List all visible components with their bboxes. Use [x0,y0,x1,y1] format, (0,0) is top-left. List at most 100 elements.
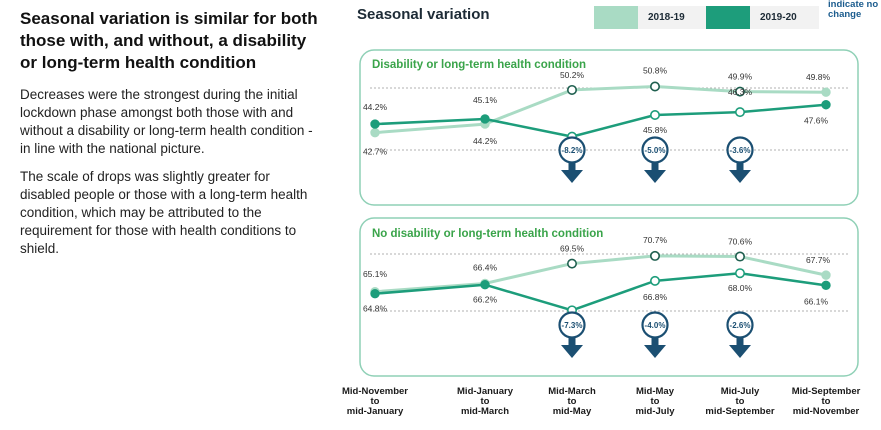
legend-2019-20: 2019-20 [706,6,819,29]
corner-note: indicate no change [828,0,879,20]
legend-label-2018-19: 2018-19 [648,12,685,23]
x-label-4-line-0: Mid-July [721,386,760,397]
no-disability-point-2018-19-5 [821,270,831,280]
disability-badge-value-2: -8.2% [562,146,583,155]
no-disability-label-2018-19-4: 70.6% [728,237,753,247]
disability-line-2018-19 [374,85,827,135]
disability-panel-frame [359,49,859,206]
no-disability-line-2018-19 [374,254,827,294]
disability-label-2019-20-0: 44.2% [363,102,388,112]
disability-point-2018-19-5 [821,87,831,97]
no-disability-label-2018-19-3: 70.7% [643,235,668,245]
disability-label-2018-19-4: 49.9% [728,72,753,82]
disability-point-2019-20-0 [370,119,380,129]
x-label-2-line-1: to [568,396,577,407]
no-disability-label-2018-19-1: 66.4% [473,262,498,272]
disability-point-2019-20-1 [480,114,490,124]
paragraph-2: The scale of drops was slightly greater … [20,169,308,256]
no-disability-badge-arrow-3 [644,345,666,358]
disability-point-2019-20-3 [649,109,660,120]
disability-badge-arrow-4 [729,170,751,183]
no-disability-panel-frame [359,217,859,377]
disability-label-2019-20-3: 45.8% [643,125,668,135]
disability-title-bg [366,57,602,72]
x-label-3-line-2: mid-July [635,406,675,417]
x-label-1-line-0: Mid-January [457,386,514,397]
no-disability-badge-circle-3 [641,311,669,339]
disability-badge-arrow-3 [644,170,666,183]
disability-badge-value-4: -3.6% [730,146,751,155]
disability-label-2019-20-4: 46.3% [728,87,753,97]
no-disability-badge-value-2: -7.3% [562,321,583,330]
paragraph-1: Decreases were the strongest during the … [20,87,313,156]
disability-line-2019-20 [374,103,827,138]
no-disability-title-bg [366,226,619,241]
disability-badge-circle-3 [641,136,669,164]
no-disability-badge-value-4: -2.6% [730,321,751,330]
disability-badge-circle-2 [558,136,586,164]
disability-point-2019-20-5 [821,100,831,110]
disability-panel-title: Disability or long-term health condition [372,59,586,71]
disability-point-2018-19-2 [566,84,577,95]
disability-label-2019-20-5: 47.6% [804,116,829,126]
no-disability-point-2019-20-3 [649,275,660,286]
disability-point-2018-19-4 [734,86,745,97]
no-disability-point-2019-20-4 [734,268,745,279]
disability-point-2018-19-3 [649,81,660,92]
no-disability-badge-circle-2 [558,311,586,339]
disability-badge-arrow-2 [561,170,583,183]
legend-swatch-2018-19 [594,6,638,29]
x-label-2-line-2: mid-May [553,406,592,417]
x-label-1-line-1: to [481,396,490,407]
x-label-1-line-2: mid-March [461,406,509,417]
x-label-5-line-2: mid-November [793,406,860,417]
no-disability-label-2018-19-2: 69.5% [560,244,585,254]
disability-badge-circle-4 [726,136,754,164]
no-disability-point-2018-19-2 [566,258,577,269]
no-disability-label-2019-20-0: 64.8% [363,304,388,314]
no-disability-badge-arrow-2 [561,345,583,358]
x-label-3-line-0: Mid-May [636,386,675,397]
no-disability-point-2018-19-4 [734,251,745,262]
disability-point-2019-20-4 [734,107,745,118]
no-disability-badge-circle-4 [726,311,754,339]
no-disability-badge-value-3: -4.0% [645,321,666,330]
no-disability-label-2018-19-5: 67.7% [806,255,831,265]
x-label-0-line-1: to [371,396,380,407]
legend-swatch-2019-20 [706,6,750,29]
no-disability-point-2019-20-0 [370,288,380,299]
no-disability-panel-title: No disability or long-term health condit… [372,228,603,240]
disability-label-2018-19-0: 42.7% [363,147,388,157]
narrative: Seasonal variation is similar for both t… [20,8,320,268]
x-label-2-line-0: Mid-March [548,386,596,397]
disability-label-2018-19-1: 44.2% [473,136,498,146]
disability-label-2018-19-2: 50.2% [560,70,585,80]
no-disability-label-2019-20-5: 66.1% [804,296,829,306]
disability-label-2018-19-5: 49.8% [806,72,831,82]
no-disability-badge-arrow-4 [729,345,751,358]
no-disability-point-2019-20-5 [821,280,831,291]
disability-badge-value-3: -5.0% [645,146,666,155]
no-disability-point-2018-19-3 [649,250,660,261]
disability-label-2018-19-3: 50.8% [643,66,668,76]
x-label-0-line-2: mid-January [347,406,404,417]
disability-point-2018-19-0 [370,127,380,138]
no-disability-label-2018-19-0: 65.1% [363,269,388,279]
legend-2018-19: 2018-19 [594,6,707,29]
x-label-3-line-1: to [651,396,660,407]
no-disability-label-2019-20-4: 68.0% [728,283,753,293]
no-disability-label-2019-20-3: 66.8% [643,292,668,302]
no-disability-point-2019-20-1 [480,280,490,290]
legend-label-2019-20: 2019-20 [760,12,797,23]
x-label-5-line-1: to [822,396,831,407]
chart-section-title: Seasonal variation [357,6,490,23]
x-label-4-line-1: to [736,396,745,407]
x-label-0-line-0: Mid-November [342,386,408,397]
no-disability-label-2019-20-1: 66.2% [473,295,498,305]
no-disability-line-2019-20 [374,271,827,312]
x-label-5-line-0: Mid-September [792,386,861,397]
x-label-4-line-2: mid-September [705,406,774,417]
disability-label-2019-20-1: 45.1% [473,95,498,105]
headline: Seasonal variation is similar for both t… [20,9,318,72]
